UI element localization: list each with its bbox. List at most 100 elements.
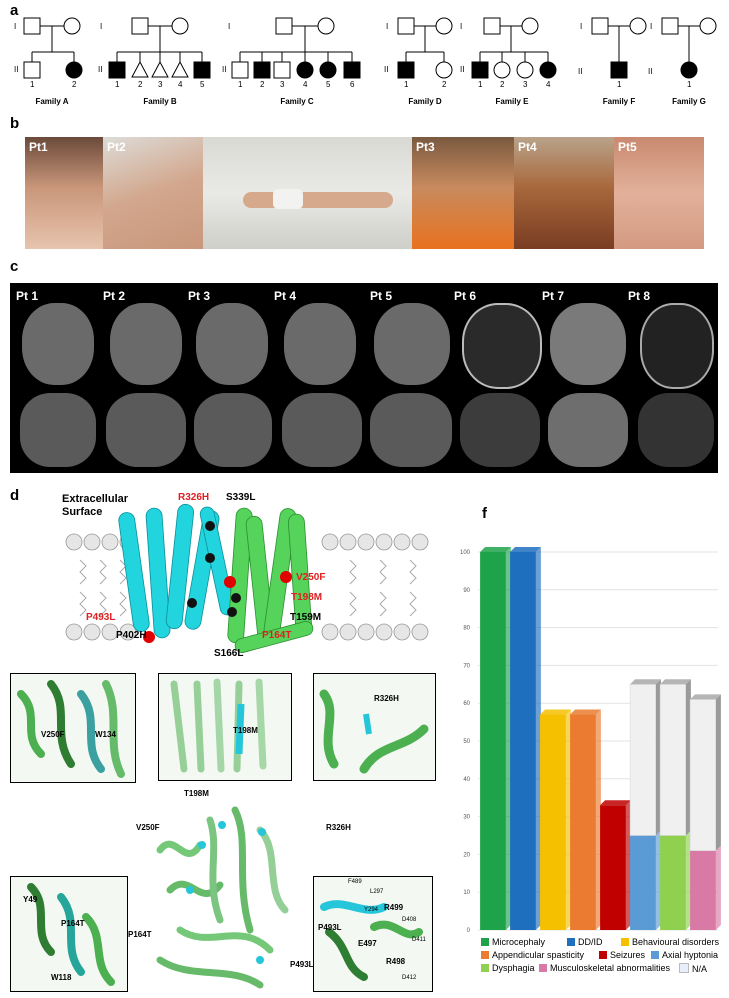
individual-number: 1 (30, 80, 35, 89)
mutation-label: R326H (178, 492, 210, 503)
zoom-box-p164t: Y49 P164T W118 (10, 876, 128, 992)
residue-label: D412 (402, 975, 417, 981)
legend-label: N/A (692, 964, 708, 974)
individual-number: 2 (260, 80, 265, 89)
mri-axial (374, 303, 450, 385)
individual-number: 1 (478, 80, 483, 89)
photo-label: Pt1 (29, 140, 48, 154)
mri-axial (196, 303, 268, 385)
y-tick-label: 40 (463, 777, 470, 783)
individual-number: 6 (350, 80, 355, 89)
y-tick-label: 100 (460, 550, 471, 556)
gen-label: II (14, 65, 19, 74)
legend-item: Appendicular spasticity (481, 950, 584, 960)
protein-structure (65, 503, 429, 653)
bar-top (570, 709, 601, 715)
bar-side (715, 845, 721, 930)
residue-label: P164T (61, 919, 85, 928)
residue-label: E497 (358, 939, 377, 948)
family-label: Family C (280, 97, 314, 106)
mri-label: Pt 8 (628, 289, 651, 303)
residue-label: F489 (348, 879, 362, 885)
legend-label: Seizures (610, 950, 646, 960)
bar-side (565, 709, 571, 930)
patient-photo: Pt5 (614, 137, 704, 249)
individual-number: 1 (238, 80, 243, 89)
residue-label: W134 (95, 730, 116, 739)
mri-label: Pt 3 (188, 289, 211, 303)
zoom-box-r326h: R326H (313, 673, 436, 781)
legend-label: DD/ID (578, 937, 603, 947)
gen-label: II (578, 67, 583, 76)
bar-top (600, 800, 631, 806)
bar-na-side (715, 694, 721, 851)
photo-label: Pt2 (107, 140, 126, 154)
residue-label: D408 (402, 917, 417, 923)
residue-label: W118 (51, 973, 72, 982)
photo-label: Pt3 (416, 140, 435, 154)
legend-swatch (651, 951, 659, 959)
gen-label: I (14, 22, 17, 31)
residue-label: P493L (318, 923, 342, 932)
individual-number: 3 (523, 80, 528, 89)
zoom-caption: R326H (326, 823, 351, 832)
individual-number: 2 (500, 80, 505, 89)
bar-na-side (655, 679, 661, 836)
panel-label-c: c (10, 258, 19, 275)
photo-label: Pt5 (618, 140, 637, 154)
legend-label: Dysphagia (492, 963, 535, 973)
photo-label: Pt4 (518, 140, 537, 154)
legend-item: N/A (679, 963, 707, 974)
mutation-label: P493L (86, 612, 116, 623)
mutation-label: S166L (214, 648, 244, 659)
gen-label: I (460, 22, 463, 31)
mri-sagittal (638, 393, 714, 467)
gen-label: I (580, 22, 583, 31)
legend-item: Musculoskeletal abnormalities (539, 963, 670, 973)
mri-label: Pt 6 (454, 289, 477, 303)
mri-sagittal (194, 393, 272, 467)
bar-top (660, 679, 691, 685)
bar-na-segment (659, 684, 687, 836)
mutation-label: V250F (296, 572, 326, 583)
family-label: Family B (143, 97, 177, 106)
mri-sagittal (548, 393, 628, 467)
legend-swatch (679, 963, 689, 973)
family-label: Family F (602, 97, 636, 106)
legend-item: Behavioural disorders (621, 937, 719, 947)
panel-label-d: d (10, 487, 20, 504)
gen-label: II (98, 65, 103, 74)
mri-sagittal (20, 393, 96, 467)
mutation-label: T198M (291, 592, 323, 603)
panel-label-a: a (10, 2, 19, 19)
legend-label: Behavioural disorders (632, 937, 720, 947)
y-tick-label: 70 (463, 663, 470, 669)
individual-number: 4 (178, 80, 183, 89)
residue-label: D411 (412, 937, 426, 943)
bar-top (480, 547, 511, 552)
bar (570, 714, 596, 930)
individual-number: 2 (138, 80, 143, 89)
legend-swatch (481, 964, 489, 972)
family-label: Family G (672, 97, 706, 106)
bar-side (655, 830, 661, 930)
mri-axial (284, 303, 356, 385)
legend-swatch (481, 951, 489, 959)
gen-label: I (228, 22, 231, 31)
zoom-caption: P164T (128, 930, 152, 939)
family-label: Family D (408, 97, 442, 106)
mri-label: Pt 2 (103, 289, 126, 303)
individual-number: 1 (404, 80, 409, 89)
bar (480, 552, 506, 930)
zoom-box-t198m: T198M (158, 673, 292, 781)
bar (510, 552, 536, 930)
bar-top (540, 709, 571, 715)
residue-label: Y49 (23, 895, 38, 904)
legend-label: Musculoskeletal abnormalities (550, 963, 671, 973)
zoom-box-p493l: F489 L297 Y294 R499 D408 P493L E497 D411… (313, 876, 433, 992)
zoom-caption: P493L (290, 960, 314, 969)
gen-label: II (384, 65, 389, 74)
residue-label: R326H (374, 694, 399, 703)
individual-number: 4 (546, 80, 551, 89)
legend-item: Axial hyptonia (651, 950, 718, 960)
